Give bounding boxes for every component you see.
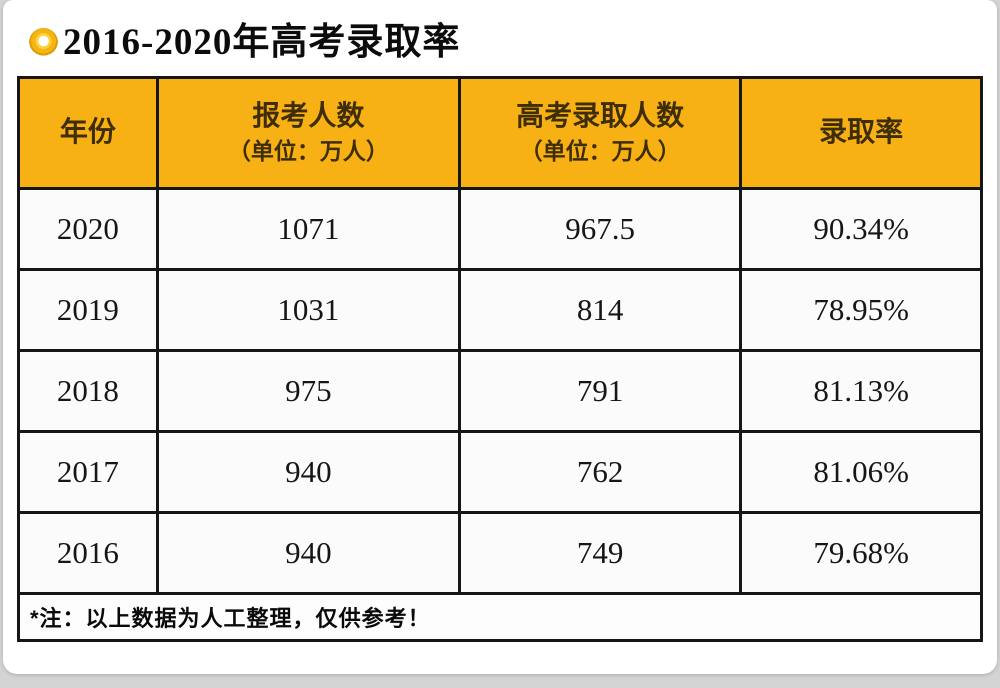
year-cell: 2016 xyxy=(17,511,159,595)
applicants-cell: 1071 xyxy=(155,187,462,271)
admitted-cell: 791 xyxy=(458,349,743,433)
rate-cell: 81.06% xyxy=(739,430,983,514)
ring-bullet-icon xyxy=(29,27,58,57)
header-admitted-label: 高考录取人数 xyxy=(516,100,685,132)
rate-cell: 90.34% xyxy=(739,187,983,271)
admitted-cell: 967.5 xyxy=(458,187,743,271)
table-row-2018: 2018 975 791 81.13% xyxy=(17,349,983,433)
header-applicants-unit: （单位：万人） xyxy=(227,139,389,165)
year-cell: 2018 xyxy=(17,349,159,433)
admission-rate-table: 年份 报考人数 （单位：万人） 高考录取人数 （单位：万人） 录取率 2020 … xyxy=(17,76,983,642)
admitted-cell: 814 xyxy=(458,268,743,352)
table-row-2020: 2020 1071 967.5 90.34% xyxy=(17,187,983,271)
header-applicants-label: 报考人数 xyxy=(252,100,365,132)
table-footnote: *注：以上数据为人工整理，仅供参考！ xyxy=(17,592,983,642)
header-year: 年份 xyxy=(17,76,159,190)
header-rate: 录取率 xyxy=(739,76,983,190)
year-cell: 2017 xyxy=(17,430,159,514)
table-row-2017: 2017 940 762 81.06% xyxy=(17,430,983,514)
note-row: *注：以上数据为人工整理，仅供参考！ xyxy=(17,592,983,642)
applicants-cell: 975 xyxy=(155,349,462,433)
admitted-cell: 762 xyxy=(458,430,743,514)
header-rate-label: 录取率 xyxy=(819,116,904,148)
applicants-cell: 1031 xyxy=(155,268,462,352)
applicants-cell: 940 xyxy=(155,430,462,514)
header-applicants: 报考人数 （单位：万人） xyxy=(155,76,462,190)
content-card: 2016-2020年高考录取率 年份 报考人数 （单位：万人） 高考录取人数 （… xyxy=(3,0,997,674)
applicants-cell: 940 xyxy=(155,511,462,595)
table-row-2016: 2016 940 749 79.68% xyxy=(17,511,983,595)
table-row-2019: 2019 1031 814 78.95% xyxy=(17,268,983,352)
year-cell: 2019 xyxy=(17,268,159,352)
header-admitted: 高考录取人数 （单位：万人） xyxy=(458,76,743,190)
rate-cell: 81.13% xyxy=(739,349,983,433)
rate-cell: 78.95% xyxy=(739,268,983,352)
header-year-label: 年份 xyxy=(59,116,116,148)
rate-cell: 79.68% xyxy=(739,511,983,595)
title-row: 2016-2020年高考录取率 xyxy=(3,0,997,68)
header-row: 年份 报考人数 （单位：万人） 高考录取人数 （单位：万人） 录取率 xyxy=(17,76,983,190)
header-admitted-unit: （单位：万人） xyxy=(519,139,681,165)
admitted-cell: 749 xyxy=(458,511,743,595)
page-title: 2016-2020年高考录取率 xyxy=(63,21,461,63)
year-cell: 2020 xyxy=(17,187,159,271)
